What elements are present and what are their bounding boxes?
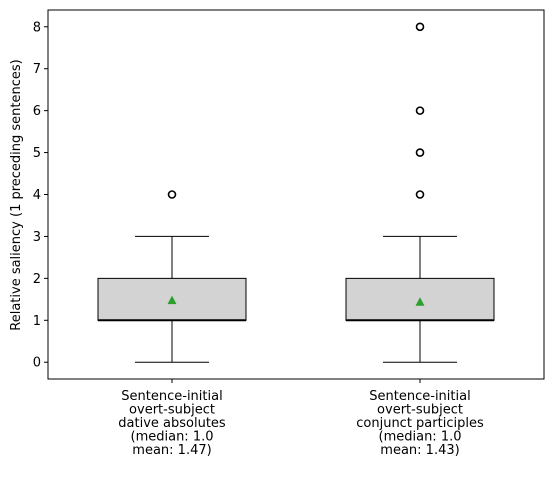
y-tick-label: 2 [33,272,41,287]
outlier-point [167,190,177,199]
x-category-label-line: overt-subject [377,403,463,418]
x-category-label-line: mean: 1.43) [380,443,459,458]
y-tick-label: 1 [33,314,41,329]
y-tick-label: 3 [33,230,41,245]
y-axis-label: Relative saliency (1 preceding sentences… [9,59,24,330]
x-category-label-line: dative absolutes [118,416,226,431]
x-category-label-line: overt-subject [129,403,215,418]
x-category-label-line: Sentence-initial [369,389,470,404]
x-category-label-line: (median: 1.0 [131,430,214,445]
outlier-point [415,106,425,115]
y-tick-label: 4 [33,188,41,203]
x-category-label-line: Sentence-initial [121,389,222,404]
x-category-label-line: (median: 1.0 [379,430,462,445]
mean-marker [167,295,177,305]
x-category-label-line: mean: 1.47) [132,443,211,458]
outlier-point [415,190,425,199]
y-tick-label: 0 [33,356,41,371]
y-tick-label: 8 [33,20,41,35]
plot-frame [47,9,545,380]
outlier-point [415,22,425,32]
y-tick-label: 6 [33,104,41,119]
y-tick-label: 5 [33,146,41,161]
x-category-label-line: conjunct participles [356,416,484,431]
mean-marker [415,297,425,306]
outlier-point [415,148,425,157]
y-tick-label: 7 [33,62,41,77]
